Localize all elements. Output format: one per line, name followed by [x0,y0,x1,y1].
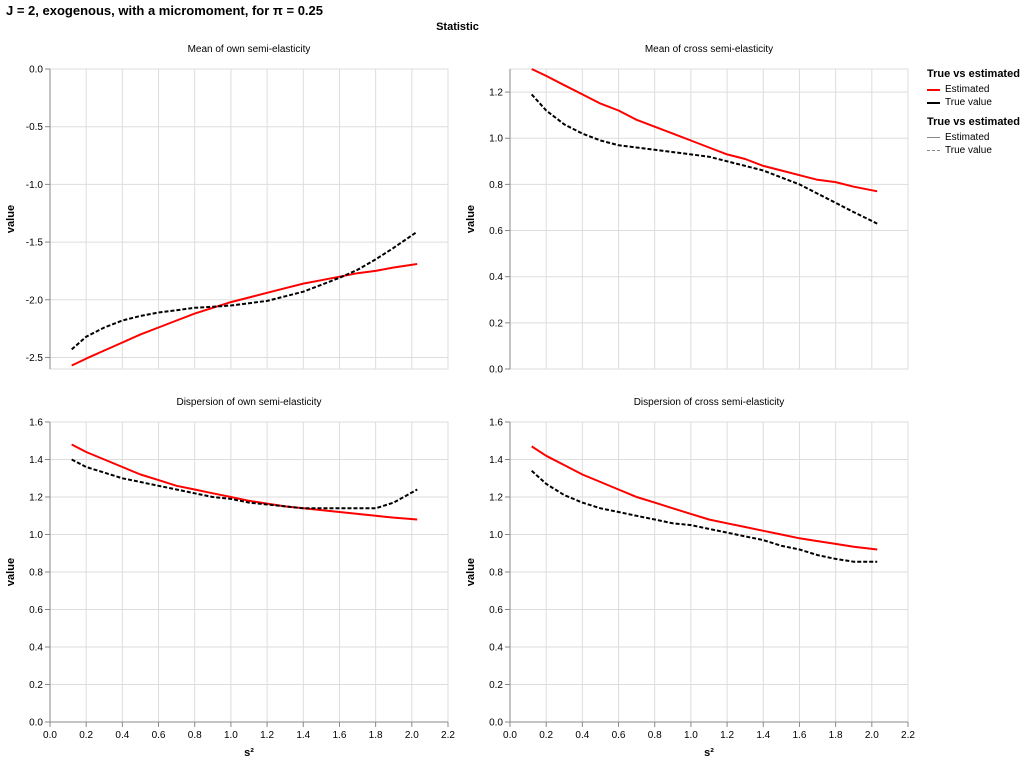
y-tick-label: 0.6 [29,605,43,616]
legend-item-estimated: Estimated [927,131,1020,144]
x-tick-label: 1.6 [333,730,347,741]
x-tick-label: 0.4 [115,730,129,741]
y-tick-label: -2.0 [26,295,44,306]
y-tick-label: 0.0 [29,718,43,729]
y-tick-label: 0.2 [489,680,503,691]
x-tick-label: 1.6 [793,730,807,741]
series-line-estimated [71,263,418,367]
series-line-estimated [531,68,878,193]
legend-label: Estimated [945,84,990,95]
panel-title: Dispersion of own semi-elasticity [176,397,321,408]
y-tick-label: 1.0 [489,134,503,145]
y-tick-label: 1.4 [29,455,43,466]
y-tick-label: 0.4 [489,643,503,654]
chart-canvas: 0.0 -0.5 -1.0 -1.5 -2.0 -2.5 value Mean of own … [5,44,915,759]
y-tick-label: 1.2 [489,88,503,99]
y-axis-label: value [5,558,17,586]
legend-label: Estimated [945,132,990,143]
x-tick-label: 0.6 [152,730,166,741]
chart-main-title: J = 2, exogenous, with a micromoment, fo… [6,3,323,18]
x-tick-label: 2.2 [901,730,915,741]
legend-swatch-red [927,88,940,91]
y-tick-label: 0.6 [489,226,503,237]
y-tick-label: -2.5 [26,353,44,364]
legend-label: True value [945,145,992,156]
legend-title: True vs estimated [927,68,1020,80]
y-tick-label: 1.0 [489,530,503,541]
x-tick-label: 2.0 [865,730,879,741]
x-tick-label: 1.2 [260,730,274,741]
y-tick-label: -1.0 [26,180,44,191]
legend-item-estimated: Estimated [927,83,1020,96]
y-tick-label: 0.0 [489,365,503,376]
y-tick-label: 0.4 [489,272,503,283]
x-tick-label: 1.4 [756,730,770,741]
chart-panel-1: 0.0 -0.5 -1.0 -1.5 -2.0 -2.5 value Mean of own … [5,44,449,370]
chart-panel-3: 0.0 0.2 0.4 0.6 0.8 1.0 1.2 1.4 1.6 0.0 0.2 0.4 0.6 0… [5,397,455,759]
legend-linestyle: True vs estimated Estimated True value [927,116,1020,157]
x-tick-label: 0.0 [43,730,57,741]
legend-item-true-value: True value [927,96,1020,109]
y-tick-label: 0.0 [489,718,503,729]
x-tick-label: 1.2 [720,730,734,741]
y-tick-label: 0.8 [489,180,503,191]
y-axis-label: value [5,205,17,233]
x-tick-label: 0.2 [539,730,553,741]
panel-title: Dispersion of cross semi-elasticity [634,397,785,408]
x-tick-label: 1.8 [829,730,843,741]
panel-title: Mean of cross semi-elasticity [645,44,773,55]
y-tick-label: 0.2 [29,680,43,691]
chart-panel-2: 0.0 0.2 0.4 0.6 0.8 1.0 1.2 value Mean of cross … [465,44,909,376]
y-axis-label: value [465,205,477,233]
legend-swatch-dashed [927,150,940,151]
panel-title: Mean of own semi-elasticity [188,44,311,55]
series-line-true-value [530,93,878,225]
series-line-true-value [71,230,418,351]
x-tick-label: 0.0 [503,730,517,741]
y-tick-label: 1.0 [29,530,43,541]
series-line-estimated [71,443,418,521]
legend-swatch-solid [927,137,940,138]
y-tick-label: -1.5 [26,238,44,249]
x-tick-label: 0.4 [575,730,589,741]
chart-panel-4: 0.0 0.2 0.4 0.6 0.8 1.0 1.2 1.4 1.6 0.0 0.2 0.4 0.6 0… [465,397,915,759]
y-tick-label: 0.2 [489,318,503,329]
x-axis-label: s² [244,747,254,759]
y-tick-label: 0.6 [489,605,503,616]
x-tick-label: 1.4 [296,730,310,741]
legend-color: True vs estimated Estimated True value [927,68,1020,109]
y-tick-label: 0.8 [489,568,503,579]
x-tick-label: 0.6 [612,730,626,741]
series-line-estimated [531,445,878,551]
y-tick-label: 1.2 [489,493,503,504]
x-axis-label: s² [704,747,714,759]
legend-swatch-black [927,101,940,104]
y-tick-label: 0.4 [29,643,43,654]
x-tick-label: 0.8 [648,730,662,741]
y-tick-label: 1.2 [29,493,43,504]
y-axis-label: value [465,558,477,586]
y-tick-label: 1.4 [489,455,503,466]
legend-item-true-value: True value [927,144,1020,157]
y-tick-label: 0.8 [29,568,43,579]
legend-label: True value [945,97,992,108]
legend-title: True vs estimated [927,116,1020,128]
plot-frame [509,68,909,370]
series-line-true-value [71,458,418,510]
y-tick-label: 1.6 [29,418,43,429]
x-tick-label: 0.8 [188,730,202,741]
plot-frame [49,68,449,370]
x-tick-label: 0.2 [79,730,93,741]
x-tick-label: 1.0 [684,730,698,741]
y-tick-label: 0.0 [29,65,43,76]
x-tick-label: 2.0 [405,730,419,741]
x-tick-label: 1.8 [369,730,383,741]
y-tick-label: 1.6 [489,418,503,429]
series-line-true-value [531,470,878,563]
x-tick-label: 1.0 [224,730,238,741]
x-tick-label: 2.2 [441,730,455,741]
y-tick-label: -0.5 [26,122,44,133]
column-facet-title: Statistic [436,21,479,33]
